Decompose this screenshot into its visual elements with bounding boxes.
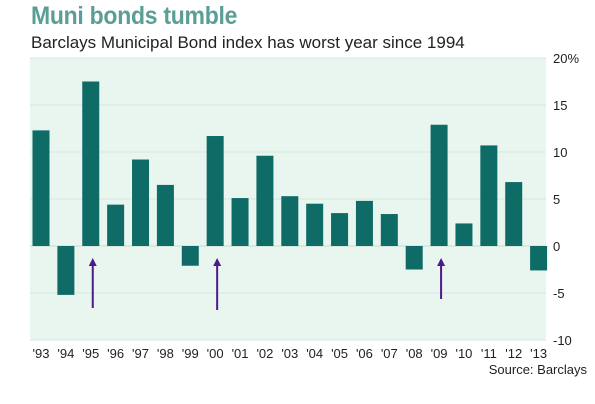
x-tick-label: '11 (481, 346, 497, 361)
x-tick-label: '13 (530, 346, 547, 361)
y-tick-label: 5 (553, 192, 560, 207)
arrow-head (437, 258, 446, 266)
x-tick-label: '09 (431, 346, 448, 361)
bar (132, 159, 150, 246)
bar (82, 81, 100, 246)
arrows (88, 258, 446, 310)
x-tick-label: '04 (306, 346, 323, 361)
bar (505, 182, 523, 246)
x-tick-label: '94 (57, 346, 74, 361)
y-tick-label: 0 (553, 239, 560, 254)
bar (231, 198, 249, 246)
bar (430, 124, 448, 246)
bar (355, 200, 373, 246)
bar (306, 203, 324, 246)
x-tick-label: '06 (356, 346, 373, 361)
bar (405, 246, 423, 270)
bar (455, 223, 473, 246)
x-tick-label: '02 (256, 346, 273, 361)
bar (380, 214, 398, 246)
arrow-head (88, 258, 97, 266)
bar (206, 136, 224, 246)
x-tick-label: '01 (232, 346, 249, 361)
y-tick-label: -10 (553, 333, 572, 348)
y-tick-label: 10 (553, 145, 567, 160)
x-tick-label: '05 (331, 346, 348, 361)
x-axis-ticks: '93 '94 '95 '96 '97 '98 '99 '00 '01 '02 '03 '04 '05 '… (33, 346, 548, 361)
bars (32, 81, 548, 295)
x-tick-label: '12 (505, 346, 522, 361)
x-tick-label: '00 (207, 346, 224, 361)
x-tick-label: '08 (406, 346, 423, 361)
bar (256, 155, 274, 246)
y-tick-label: 15 (553, 98, 567, 113)
bar (32, 130, 50, 246)
x-tick-label: '98 (157, 346, 174, 361)
bar (331, 213, 349, 246)
y-tick-label: -5 (553, 286, 565, 301)
x-tick-label: '99 (182, 346, 199, 361)
bar (181, 246, 199, 266)
bar (156, 184, 174, 246)
x-tick-label: '97 (132, 346, 149, 361)
chart-subtitle: Barclays Municipal Bond index has worst … (31, 33, 465, 52)
arrow-head (213, 258, 222, 266)
x-tick-label: '95 (82, 346, 99, 361)
chart-title: Muni bonds tumble (31, 2, 238, 30)
bar (530, 246, 548, 271)
y-tick-label: 20% (553, 51, 579, 66)
x-tick-label: '93 (33, 346, 50, 361)
bar (107, 204, 125, 246)
x-tick-label: '10 (455, 346, 472, 361)
y-axis-ticks: -10 -5 0 5 10 15 20% (553, 51, 579, 348)
x-tick-label: '96 (107, 346, 124, 361)
bar (480, 145, 498, 246)
bar (281, 196, 299, 246)
bar (57, 246, 75, 295)
x-tick-label: '07 (381, 346, 398, 361)
source-note: Source: Barclays (488, 362, 587, 377)
x-tick-label: '03 (281, 346, 298, 361)
